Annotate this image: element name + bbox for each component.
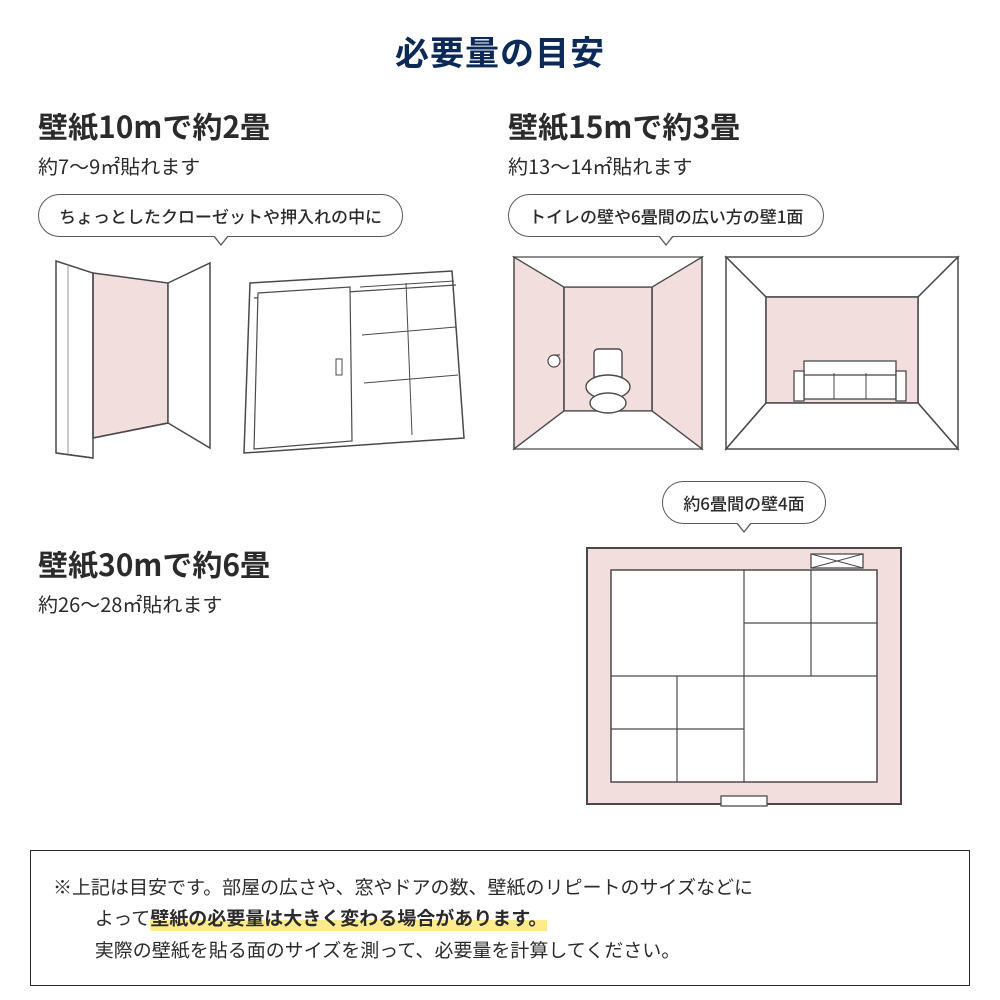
page-title: 必要量の目安: [0, 0, 1000, 75]
note-line-2: よって壁紙の必要量は大きく変わる場合があります。: [53, 902, 947, 933]
note-line-1: ※上記は目安です。部屋の広さや、窓やドアの数、壁紙のリピートのサイズなどに: [53, 871, 947, 902]
section-30m-plan: 約6畳間の壁4面: [508, 481, 962, 820]
closet-sliding-icon: [242, 263, 472, 463]
section-15m: 壁紙15mで約3畳 約13～14㎡貼れます トイレの壁や6畳間の広い方の壁1面: [508, 103, 962, 463]
section-30m-bubble: 約6畳間の壁4面: [662, 481, 825, 524]
section-10m-bubble: ちょっとしたクローゼットや押入れの中に: [38, 194, 403, 237]
section-10m-subtitle: 約7～9㎡貼れます: [38, 151, 478, 180]
toilet-room-icon: [508, 253, 708, 453]
room-plan-icon: [579, 540, 909, 820]
section-30m-title: 壁紙30mで約6畳: [38, 541, 478, 585]
content-grid: 壁紙10mで約2畳 約7～9㎡貼れます ちょっとしたクローゼットや押入れの中に: [0, 75, 1000, 820]
section-15m-subtitle: 約13～14㎡貼れます: [508, 151, 962, 180]
closet-open-icon: [38, 253, 228, 463]
section-10m: 壁紙10mで約2畳 約7～9㎡貼れます ちょっとしたクローゼットや押入れの中に: [38, 103, 478, 463]
section-15m-title: 壁紙15mで約3畳: [508, 103, 962, 147]
section-15m-illustrations: [508, 253, 962, 453]
section-10m-illustrations: [38, 253, 478, 463]
section-30m-subtitle: 約26～28㎡貼れます: [38, 589, 478, 618]
section-30m: 壁紙30mで約6畳 約26～28㎡貼れます: [38, 481, 478, 820]
section-10m-title: 壁紙10mで約2畳: [38, 103, 478, 147]
room-one-wall-icon: [722, 253, 962, 453]
note-box: ※上記は目安です。部屋の広さや、窓やドアの数、壁紙のリピートのサイズなどに よっ…: [30, 850, 970, 986]
note-highlight: 壁紙の必要量は大きく変わる場合があります。: [150, 904, 547, 931]
section-15m-bubble: トイレの壁や6畳間の広い方の壁1面: [508, 194, 824, 237]
note-line-3: 実際の壁紙を貼る面のサイズを測って、必要量を計算してください。: [53, 934, 947, 965]
note-line-2-prefix: よって: [95, 904, 150, 931]
